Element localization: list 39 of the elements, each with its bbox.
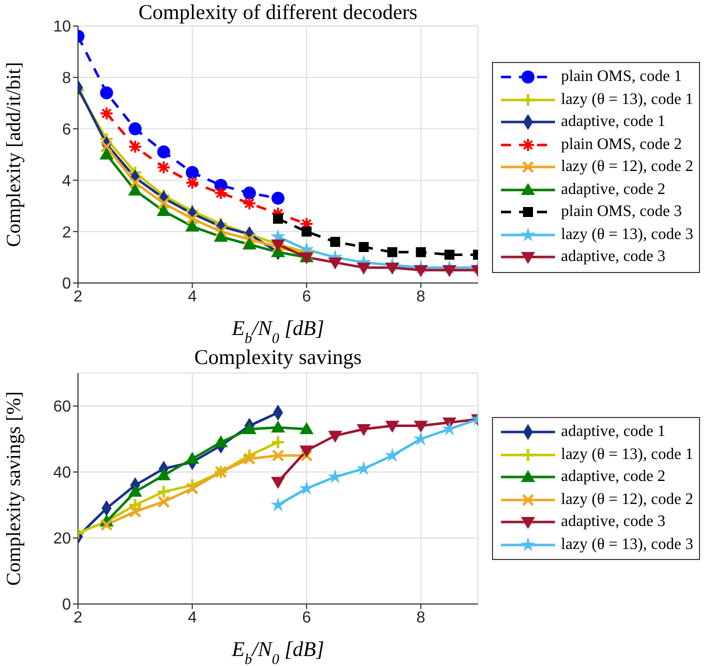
legend-label: plain OMS, code 3	[561, 203, 682, 222]
legend-label: adaptive, code 3	[561, 248, 666, 266]
x-tick-label: 6	[302, 288, 312, 306]
chart-title: Complexity savings	[193, 345, 363, 370]
x-tick-label: 4	[188, 609, 197, 626]
x-axis-title: E$_{b}$/N$_{0}$ [dB]	[230, 637, 324, 666]
y-tick-label: 4	[62, 172, 72, 190]
legend-label: adaptive, code 3	[561, 513, 666, 532]
y-tick-label: 40	[53, 464, 72, 482]
legend-label: adaptive, code 2	[561, 468, 666, 486]
legend-label: lazy (θ = 13), code 3	[561, 536, 694, 554]
legend-label: lazy (θ = 12), code 2	[561, 490, 694, 509]
legend-label: lazy (θ = 13), code 1	[561, 446, 694, 464]
y-tick-label: 0	[62, 596, 72, 614]
x-tick-label: 6	[302, 609, 312, 626]
y-tick-label: 10	[53, 18, 72, 36]
legend-label: lazy (θ = 12), code 2	[561, 158, 694, 176]
chart-title: Complexity of different decoders	[138, 0, 418, 25]
legend-label: plain OMS, code 1	[561, 68, 682, 86]
y-tick-label: 6	[62, 121, 72, 138]
legend-label: adaptive, code 1	[561, 423, 666, 442]
y-axis-title: Complexity [add/it/bit]	[3, 62, 25, 247]
y-tick-label: 0	[62, 276, 72, 293]
legend-label: lazy (θ = 13), code 3	[561, 226, 694, 244]
y-axis-title: Complexity savings [%]	[3, 391, 25, 586]
y-tick-label: 20	[53, 530, 72, 548]
x-tick-label: 4	[188, 288, 197, 306]
x-tick-label: 2	[74, 288, 83, 306]
x-tick-label: 2	[74, 609, 83, 626]
legend-label: adaptive, code 2	[561, 180, 666, 199]
legend-label: plain OMS, code 2	[561, 136, 682, 154]
legend-label: adaptive, code 1	[561, 113, 666, 132]
y-tick-label: 2	[62, 224, 72, 242]
x-tick-label: 8	[416, 609, 426, 626]
y-tick-label: 8	[62, 70, 72, 88]
x-tick-label: 8	[416, 288, 426, 306]
legend-label: lazy (θ = 13), code 1	[561, 90, 694, 109]
y-tick-label: 60	[53, 398, 72, 416]
x-axis-title: E$_{b}$/N$_{0}$ [dB]	[230, 316, 324, 347]
